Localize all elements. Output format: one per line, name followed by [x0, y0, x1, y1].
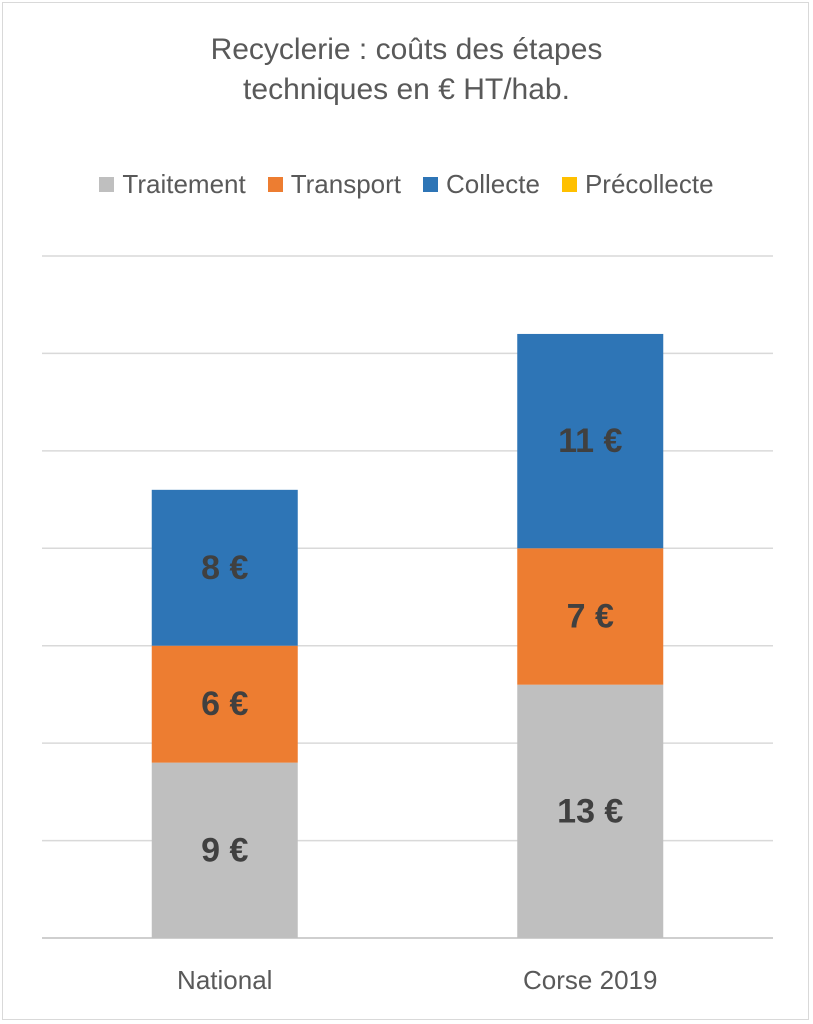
bar-segment-transport-1	[517, 548, 664, 685]
x-tick-label: National	[177, 965, 272, 995]
legend-swatch-traitement	[99, 176, 115, 192]
legend-swatch-precollecte	[561, 176, 577, 192]
chart-title-line-1: Recyclerie : coûts des étapes	[210, 33, 603, 66]
bar-segment-transport-0	[151, 645, 298, 763]
chart-title-line-2: techniques en € HT/hab.	[243, 73, 570, 106]
data-label: 9 €	[201, 831, 248, 869]
data-label: 8 €	[201, 549, 248, 587]
data-label: 6 €	[201, 685, 248, 723]
legend-label-transport: Transport	[290, 168, 402, 199]
legend-item-transport: Transport	[267, 168, 402, 200]
x-tick-label: Corse 2019	[523, 965, 657, 995]
legend-item-collecte: Collecte	[423, 169, 540, 200]
data-label: 13 €	[557, 792, 623, 830]
chart-legend: Traitement Transport Collecte Précollect…	[0, 166, 813, 202]
chart-title: Recyclerie : coûts des étapes techniques…	[0, 30, 813, 110]
bar-segment-traitement-0	[151, 762, 298, 938]
legend-label-precollecte: Précollecte	[584, 168, 714, 199]
data-label: 11 €	[558, 422, 622, 460]
legend-label-collecte: Collecte	[446, 168, 540, 199]
legend-label-traitement: Traitement	[122, 168, 246, 199]
legend-item-traitement: Traitement	[99, 168, 246, 200]
legend-item-precollecte: Précollecte	[561, 168, 714, 200]
bar-segment-traitement-1	[517, 684, 664, 938]
legend-swatch-transport	[267, 176, 283, 192]
data-label: 7 €	[567, 597, 614, 635]
bar-segment-collecte-0	[151, 489, 298, 646]
legend-swatch-collecte	[423, 176, 439, 192]
bar-segment-collecte-1	[517, 333, 664, 549]
